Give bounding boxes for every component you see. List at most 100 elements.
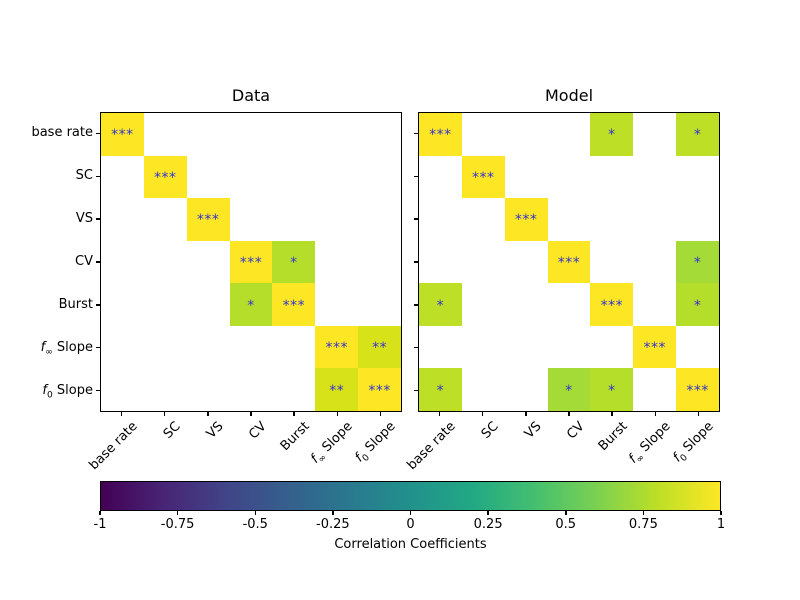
colorbar-tick — [254, 511, 256, 515]
significance-mark: * — [290, 254, 298, 271]
significance-mark: ** — [372, 340, 388, 357]
colorbar-tick-label: -0.5 — [242, 517, 268, 532]
label-part: Burst — [277, 419, 313, 454]
y-tick — [96, 218, 100, 220]
heatmap-cell-r5c5: *** — [315, 325, 359, 369]
significance-mark: * — [565, 382, 573, 399]
label-part: CV — [75, 254, 93, 269]
significance-mark: *** — [282, 297, 306, 314]
y-tick — [414, 389, 418, 392]
y-tick — [96, 389, 100, 392]
significance-mark: *** — [429, 127, 452, 144]
label-part: Slope — [359, 419, 400, 459]
significance-mark: *** — [196, 212, 220, 229]
label-part: Burst — [595, 419, 631, 454]
y-axis-label: base rate — [14, 124, 93, 142]
panel-title-data: Data — [231, 86, 271, 105]
y-tick — [414, 218, 418, 220]
label-part: Slope — [677, 419, 718, 459]
label-part: SC — [478, 419, 502, 442]
label-part: base rate — [31, 125, 93, 141]
x-tick — [438, 412, 441, 416]
heatmap-cell-r6c4: * — [590, 368, 634, 411]
significance-mark: *** — [557, 254, 581, 271]
colorbar-tick-label: -0.75 — [160, 517, 195, 532]
y-tick — [96, 261, 100, 263]
significance-mark: * — [693, 254, 702, 271]
colorbar-tick — [176, 511, 179, 515]
heatmap-cell-r1c1: *** — [461, 155, 505, 199]
significance-mark: * — [247, 297, 255, 314]
colorbar-tick — [487, 511, 489, 515]
label-part: ∞ — [45, 347, 53, 358]
data-heatmap-axes: *** *** *** *** * * *** *** ** ** *** — [100, 112, 402, 412]
x-tick — [525, 412, 527, 416]
significance-mark: *** — [239, 254, 263, 271]
significance-mark: * — [436, 297, 445, 314]
label-part: VS — [203, 419, 227, 442]
label-part: Slope — [316, 419, 356, 459]
label-part: VS — [75, 211, 93, 227]
panel-title-model: Model — [544, 86, 594, 105]
heatmap-cell-r0c0: *** — [419, 113, 462, 156]
colorbar-tick-label: -1 — [93, 517, 107, 532]
heatmap-cell-r5c6: ** — [358, 325, 401, 369]
significance-mark: * — [608, 382, 616, 399]
colorbar-tick — [99, 511, 101, 515]
y-tick — [414, 132, 418, 135]
heatmap-cell-r0c0: *** — [101, 113, 144, 156]
y-tick — [414, 346, 418, 349]
label-part: f — [42, 382, 47, 398]
y-axis-label: Burst — [14, 296, 93, 314]
colorbar-tick — [642, 511, 645, 515]
y-tick — [96, 304, 100, 306]
y-tick — [96, 132, 100, 135]
label-part: 0 — [47, 390, 53, 401]
significance-mark: *** — [368, 382, 391, 399]
significance-mark: *** — [686, 382, 709, 399]
significance-mark: * — [436, 382, 445, 399]
label-part: VS — [521, 419, 545, 442]
colorbar-tick — [565, 511, 567, 515]
significance-mark: *** — [514, 212, 538, 229]
heatmap-cell-r2c2: *** — [186, 198, 230, 241]
label-part: f — [40, 339, 46, 355]
heatmap-cell-r3c6: * — [676, 240, 719, 284]
heatmap-cell-r4c3: * — [229, 283, 273, 326]
y-axis-label: VS — [14, 210, 93, 228]
y-tick — [414, 304, 418, 306]
x-tick — [379, 412, 382, 416]
heatmap-cell-r6c3: * — [547, 368, 591, 411]
label-part: Burst — [58, 296, 93, 312]
x-tick — [336, 412, 339, 416]
y-tick — [414, 175, 418, 178]
heatmap-cell-r6c0: * — [419, 368, 462, 411]
colorbar-tick-label: 0.5 — [555, 517, 577, 532]
x-tick — [481, 412, 484, 416]
significance-mark: *** — [643, 340, 666, 357]
significance-mark: *** — [472, 169, 495, 186]
heatmap-cell-r3c3: *** — [229, 240, 273, 284]
label-part: SC — [75, 168, 93, 184]
y-axis-label: CV — [14, 253, 93, 271]
heatmap-cell-r3c4: * — [272, 240, 316, 284]
x-tick — [120, 412, 123, 416]
heatmap-cell-r6c6: *** — [676, 368, 719, 411]
heatmap-cell-r5c5: *** — [633, 325, 677, 369]
colorbar-gradient — [100, 481, 721, 511]
significance-mark: * — [693, 297, 702, 314]
colorbar-label: Correlation Coefficients — [334, 537, 487, 552]
label-part: SC — [160, 419, 184, 442]
x-tick — [568, 412, 570, 416]
x-tick — [293, 412, 295, 416]
heatmap-cell-r6c6: *** — [358, 368, 401, 411]
colorbar-tick-label: -0.25 — [316, 517, 350, 532]
y-axis-label: SC — [14, 167, 93, 185]
x-tick — [207, 412, 209, 416]
significance-mark: ** — [329, 382, 345, 399]
x-tick — [697, 412, 700, 416]
significance-mark: *** — [325, 340, 348, 357]
colorbar-tick — [332, 511, 334, 515]
colorbar-tick — [409, 511, 412, 515]
